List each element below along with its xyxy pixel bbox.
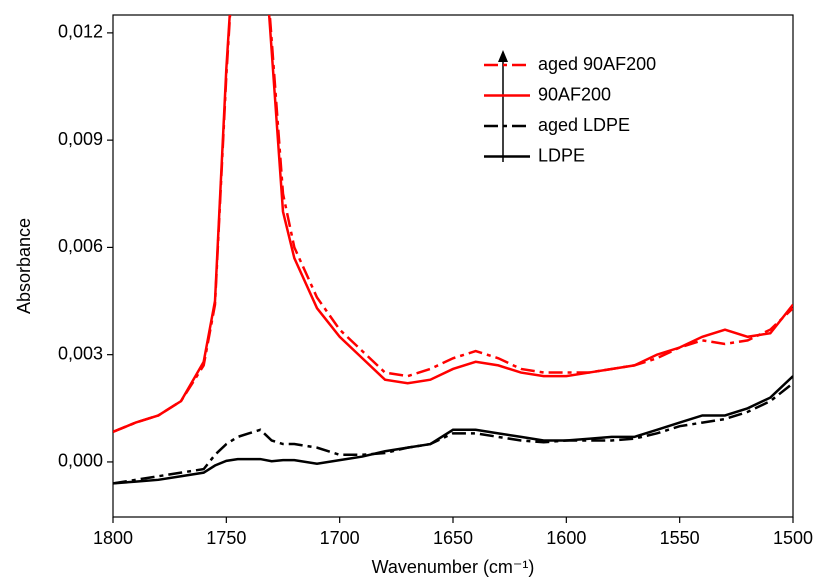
x-axis-label: Wavenumber (cm⁻¹) bbox=[372, 557, 535, 577]
legend-label: aged LDPE bbox=[538, 115, 630, 135]
series-line bbox=[113, 382, 793, 485]
legend-label: 90AF200 bbox=[538, 84, 611, 104]
series-line bbox=[113, 375, 793, 485]
y-axis-label: Absorbance bbox=[14, 218, 34, 314]
x-tick-label: 1550 bbox=[660, 528, 700, 548]
y-tick-label: 0,000 bbox=[58, 451, 103, 471]
x-tick-label: 1700 bbox=[320, 528, 360, 548]
legend-label: aged 90AF200 bbox=[538, 54, 656, 74]
x-tick-label: 1500 bbox=[773, 528, 813, 548]
x-tick-label: 1750 bbox=[206, 528, 246, 548]
x-tick-label: 1600 bbox=[546, 528, 586, 548]
y-tick-label: 0,006 bbox=[58, 236, 103, 256]
series-line bbox=[113, 15, 793, 434]
legend-label: LDPE bbox=[538, 145, 585, 165]
x-tick-label: 1800 bbox=[93, 528, 133, 548]
series-line bbox=[113, 15, 793, 434]
arrow bbox=[498, 50, 508, 162]
plot-area bbox=[113, 15, 793, 485]
plot-frame bbox=[112, 14, 794, 518]
y-tick-label: 0,003 bbox=[58, 343, 103, 363]
y-tick-label: 0,009 bbox=[58, 129, 103, 149]
x-tick-label: 1650 bbox=[433, 528, 473, 548]
y-tick-label: 0,012 bbox=[58, 22, 103, 42]
